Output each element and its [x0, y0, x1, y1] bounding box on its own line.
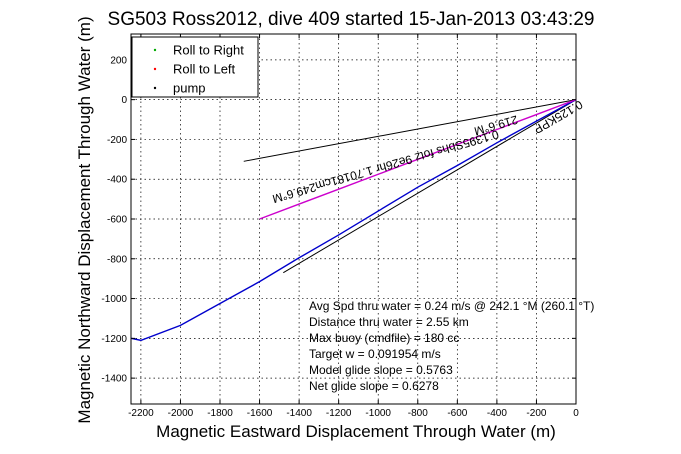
- legend: Roll to Right Roll to Left pump: [131, 36, 259, 98]
- legend-box: [131, 36, 259, 98]
- y-tick-label: -600: [107, 215, 127, 226]
- x-tick-label: -600: [447, 408, 467, 419]
- data-series: [130, 98, 577, 342]
- reference-line: [283, 99, 577, 274]
- x-tick-label: -1000: [365, 408, 391, 419]
- y-tick-label: -200: [107, 135, 127, 146]
- stats-annotations: Avg Spd thru water = 0.24 m/s @ 242.1 °M…: [309, 299, 594, 393]
- legend-label: Roll to Right: [173, 43, 244, 58]
- y-tick-label: -800: [107, 254, 127, 265]
- annotation-line: Target w = 0.091954 m/s: [309, 347, 441, 361]
- series-line: [259, 98, 577, 220]
- y-tick-label: 0: [121, 95, 127, 106]
- annotation-line: Avg Spd thru water = 0.24 m/s @ 242.1 °M…: [309, 299, 594, 313]
- chart-title: SG503 Ross2012, dive 409 started 15-Jan-…: [108, 9, 595, 30]
- x-tick-label: -1600: [247, 408, 273, 419]
- y-axis-ticks: 200 0 -200 -400 -600 -800 -1000 -1200 -1400: [101, 55, 576, 385]
- series-line: [130, 99, 577, 342]
- y-tick-label: 200: [110, 55, 127, 66]
- legend-marker: [153, 86, 157, 90]
- annotation-line: Max buoy (cmdfile) = 180 cc: [309, 331, 459, 345]
- legend-marker: [153, 67, 157, 71]
- x-tick-label: -2200: [128, 408, 154, 419]
- x-tick-label: -800: [408, 408, 428, 419]
- x-tick-label: -1400: [286, 408, 312, 419]
- x-tick-label: -1800: [207, 408, 233, 419]
- x-tick-label: -2000: [168, 408, 194, 419]
- y-tick-label: -1200: [101, 334, 127, 345]
- annotation-line: Model glide slope = 0.5763: [309, 363, 453, 377]
- x-tick-label: -400: [487, 408, 507, 419]
- y-tick-label: -400: [107, 175, 127, 186]
- legend-label: Roll to Left: [173, 62, 236, 77]
- reference-lines: [243, 99, 577, 274]
- reference-line: [243, 99, 577, 162]
- y-axis-label: Magnetic Northward Displacement Through …: [75, 16, 94, 423]
- x-axis-label: Magnetic Eastward Displacement Through W…: [156, 422, 556, 441]
- annotation-line: Net glide slope = 0.6278: [309, 379, 439, 393]
- legend-label: pump: [173, 81, 206, 96]
- x-axis-ticks: -2200 -2000 -1800 -1600 -1400 -1200 -1000 -800-…: [128, 34, 579, 419]
- x-tick-label: 0: [573, 408, 579, 419]
- x-tick-label: -200: [526, 408, 546, 419]
- annotation-line: Distance thru water = 2.55 km: [309, 315, 469, 329]
- y-tick-label: -1400: [101, 374, 127, 385]
- legend-marker: [153, 48, 157, 52]
- x-tick-label: -1200: [326, 408, 352, 419]
- y-tick-label: -1000: [101, 294, 127, 305]
